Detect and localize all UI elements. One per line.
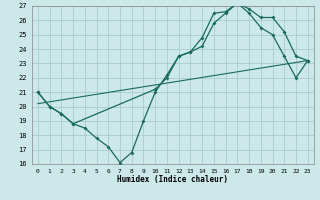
X-axis label: Humidex (Indice chaleur): Humidex (Indice chaleur) (117, 175, 228, 184)
